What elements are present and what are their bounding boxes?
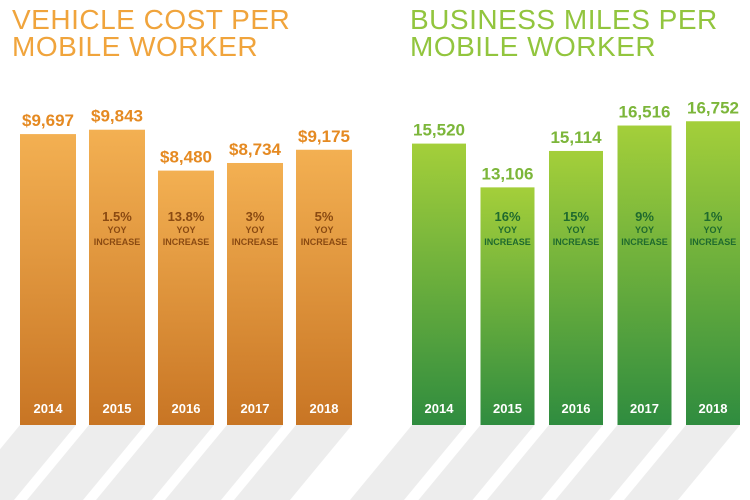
- title-line: VEHICLE COST PER: [12, 4, 291, 35]
- vehicle-cost-yoy-percent: 3%: [246, 209, 265, 224]
- vehicle-cost-yoy-label: YOY: [245, 225, 264, 235]
- bar-shadow: [487, 425, 603, 500]
- vehicle-cost-yoy-label: YOY: [176, 225, 195, 235]
- vehicle-cost-bar: [158, 170, 214, 425]
- vehicle-cost-chart-title: VEHICLE COST PER MOBILE WORKER: [12, 4, 291, 62]
- business-miles-value-label: 16,752: [687, 98, 739, 117]
- vehicle-cost-year-label: 2017: [241, 401, 270, 416]
- vehicle-cost-yoy-percent: 5%: [315, 209, 334, 224]
- business-miles-yoy-label: YOY: [498, 225, 517, 235]
- business-miles-yoy-percent: 1%: [704, 209, 723, 224]
- vehicle-cost-yoy-label: INCREASE: [94, 237, 141, 247]
- business-miles-value-label: 15,520: [413, 121, 465, 140]
- business-miles-value-label: 16,516: [619, 103, 671, 122]
- bar-shadow: [165, 425, 283, 500]
- business-miles-yoy-label: YOY: [635, 225, 654, 235]
- vehicle-cost-bar: [296, 149, 352, 425]
- vehicle-cost-bar: [89, 129, 145, 425]
- vehicle-cost-value-label: $8,734: [229, 140, 282, 159]
- title-line: BUSINESS MILES PER: [410, 4, 718, 35]
- vehicle-cost-yoy-percent: 13.8%: [168, 209, 205, 224]
- business-miles-value-label: 13,106: [482, 164, 534, 183]
- bar-shadow: [96, 425, 214, 500]
- vehicle-cost-year-label: 2014: [34, 401, 64, 416]
- business-miles-year-label: 2014: [425, 401, 455, 416]
- bar-shadow: [234, 425, 352, 500]
- business-miles-chart-title: BUSINESS MILES PER MOBILE WORKER: [410, 4, 718, 62]
- business-miles-yoy-percent: 15%: [563, 209, 589, 224]
- business-miles-yoy-label: INCREASE: [553, 237, 600, 247]
- business-miles-bar: [480, 187, 535, 425]
- business-miles-year-label: 2015: [493, 401, 522, 416]
- vehicle-cost-year-label: 2018: [310, 401, 339, 416]
- vehicle-cost-yoy-percent: 1.5%: [102, 209, 132, 224]
- vehicle-cost-yoy-label: INCREASE: [301, 237, 348, 247]
- bar-shadow: [624, 425, 740, 500]
- bar-shadow: [418, 425, 535, 500]
- vehicle-cost-value-label: $9,843: [91, 107, 143, 126]
- vehicle-cost-year-label: 2015: [103, 401, 132, 416]
- vehicle-cost-value-label: $9,175: [298, 127, 350, 146]
- business-miles-year-label: 2017: [630, 401, 659, 416]
- business-miles-yoy-label: YOY: [703, 225, 722, 235]
- vehicle-cost-bar: [20, 134, 76, 425]
- business-miles-chart: 15,520201413,106201516%YOYINCREASE15,114…: [412, 98, 740, 426]
- title-line: MOBILE WORKER: [410, 31, 657, 62]
- bar-shadow: [27, 425, 145, 500]
- business-miles-value-label: 15,114: [550, 128, 602, 147]
- business-miles-year-label: 2016: [562, 401, 591, 416]
- business-miles-year-label: 2018: [699, 401, 728, 416]
- vehicle-cost-value-label: $8,480: [160, 148, 212, 167]
- vehicle-cost-value-label: $9,697: [22, 111, 74, 130]
- vehicle-cost-yoy-label: YOY: [107, 225, 126, 235]
- title-line: MOBILE WORKER: [12, 31, 259, 62]
- vehicle-cost-yoy-label: YOY: [314, 225, 333, 235]
- bar-shadow: [0, 425, 76, 500]
- business-miles-yoy-percent: 9%: [635, 209, 654, 224]
- business-miles-yoy-label: INCREASE: [690, 237, 737, 247]
- vehicle-cost-bar: [227, 162, 283, 426]
- vehicle-cost-year-label: 2016: [172, 401, 201, 416]
- business-miles-bar: [412, 143, 466, 426]
- business-miles-bar: [617, 125, 672, 426]
- business-miles-yoy-percent: 16%: [494, 209, 520, 224]
- vehicle-cost-chart: $9,6972014$9,84320151.5%YOYINCREASE$8,48…: [20, 107, 352, 426]
- business-miles-yoy-label: INCREASE: [484, 237, 531, 247]
- vehicle-cost-yoy-label: INCREASE: [163, 237, 210, 247]
- bar-shadow: [350, 425, 466, 500]
- shadow-layer: [0, 425, 740, 500]
- bar-shadow: [555, 425, 672, 500]
- business-miles-yoy-label: INCREASE: [621, 237, 668, 247]
- business-miles-yoy-label: YOY: [566, 225, 585, 235]
- business-miles-bar: [549, 150, 603, 425]
- business-miles-bar: [686, 121, 740, 425]
- vehicle-cost-yoy-label: INCREASE: [232, 237, 279, 247]
